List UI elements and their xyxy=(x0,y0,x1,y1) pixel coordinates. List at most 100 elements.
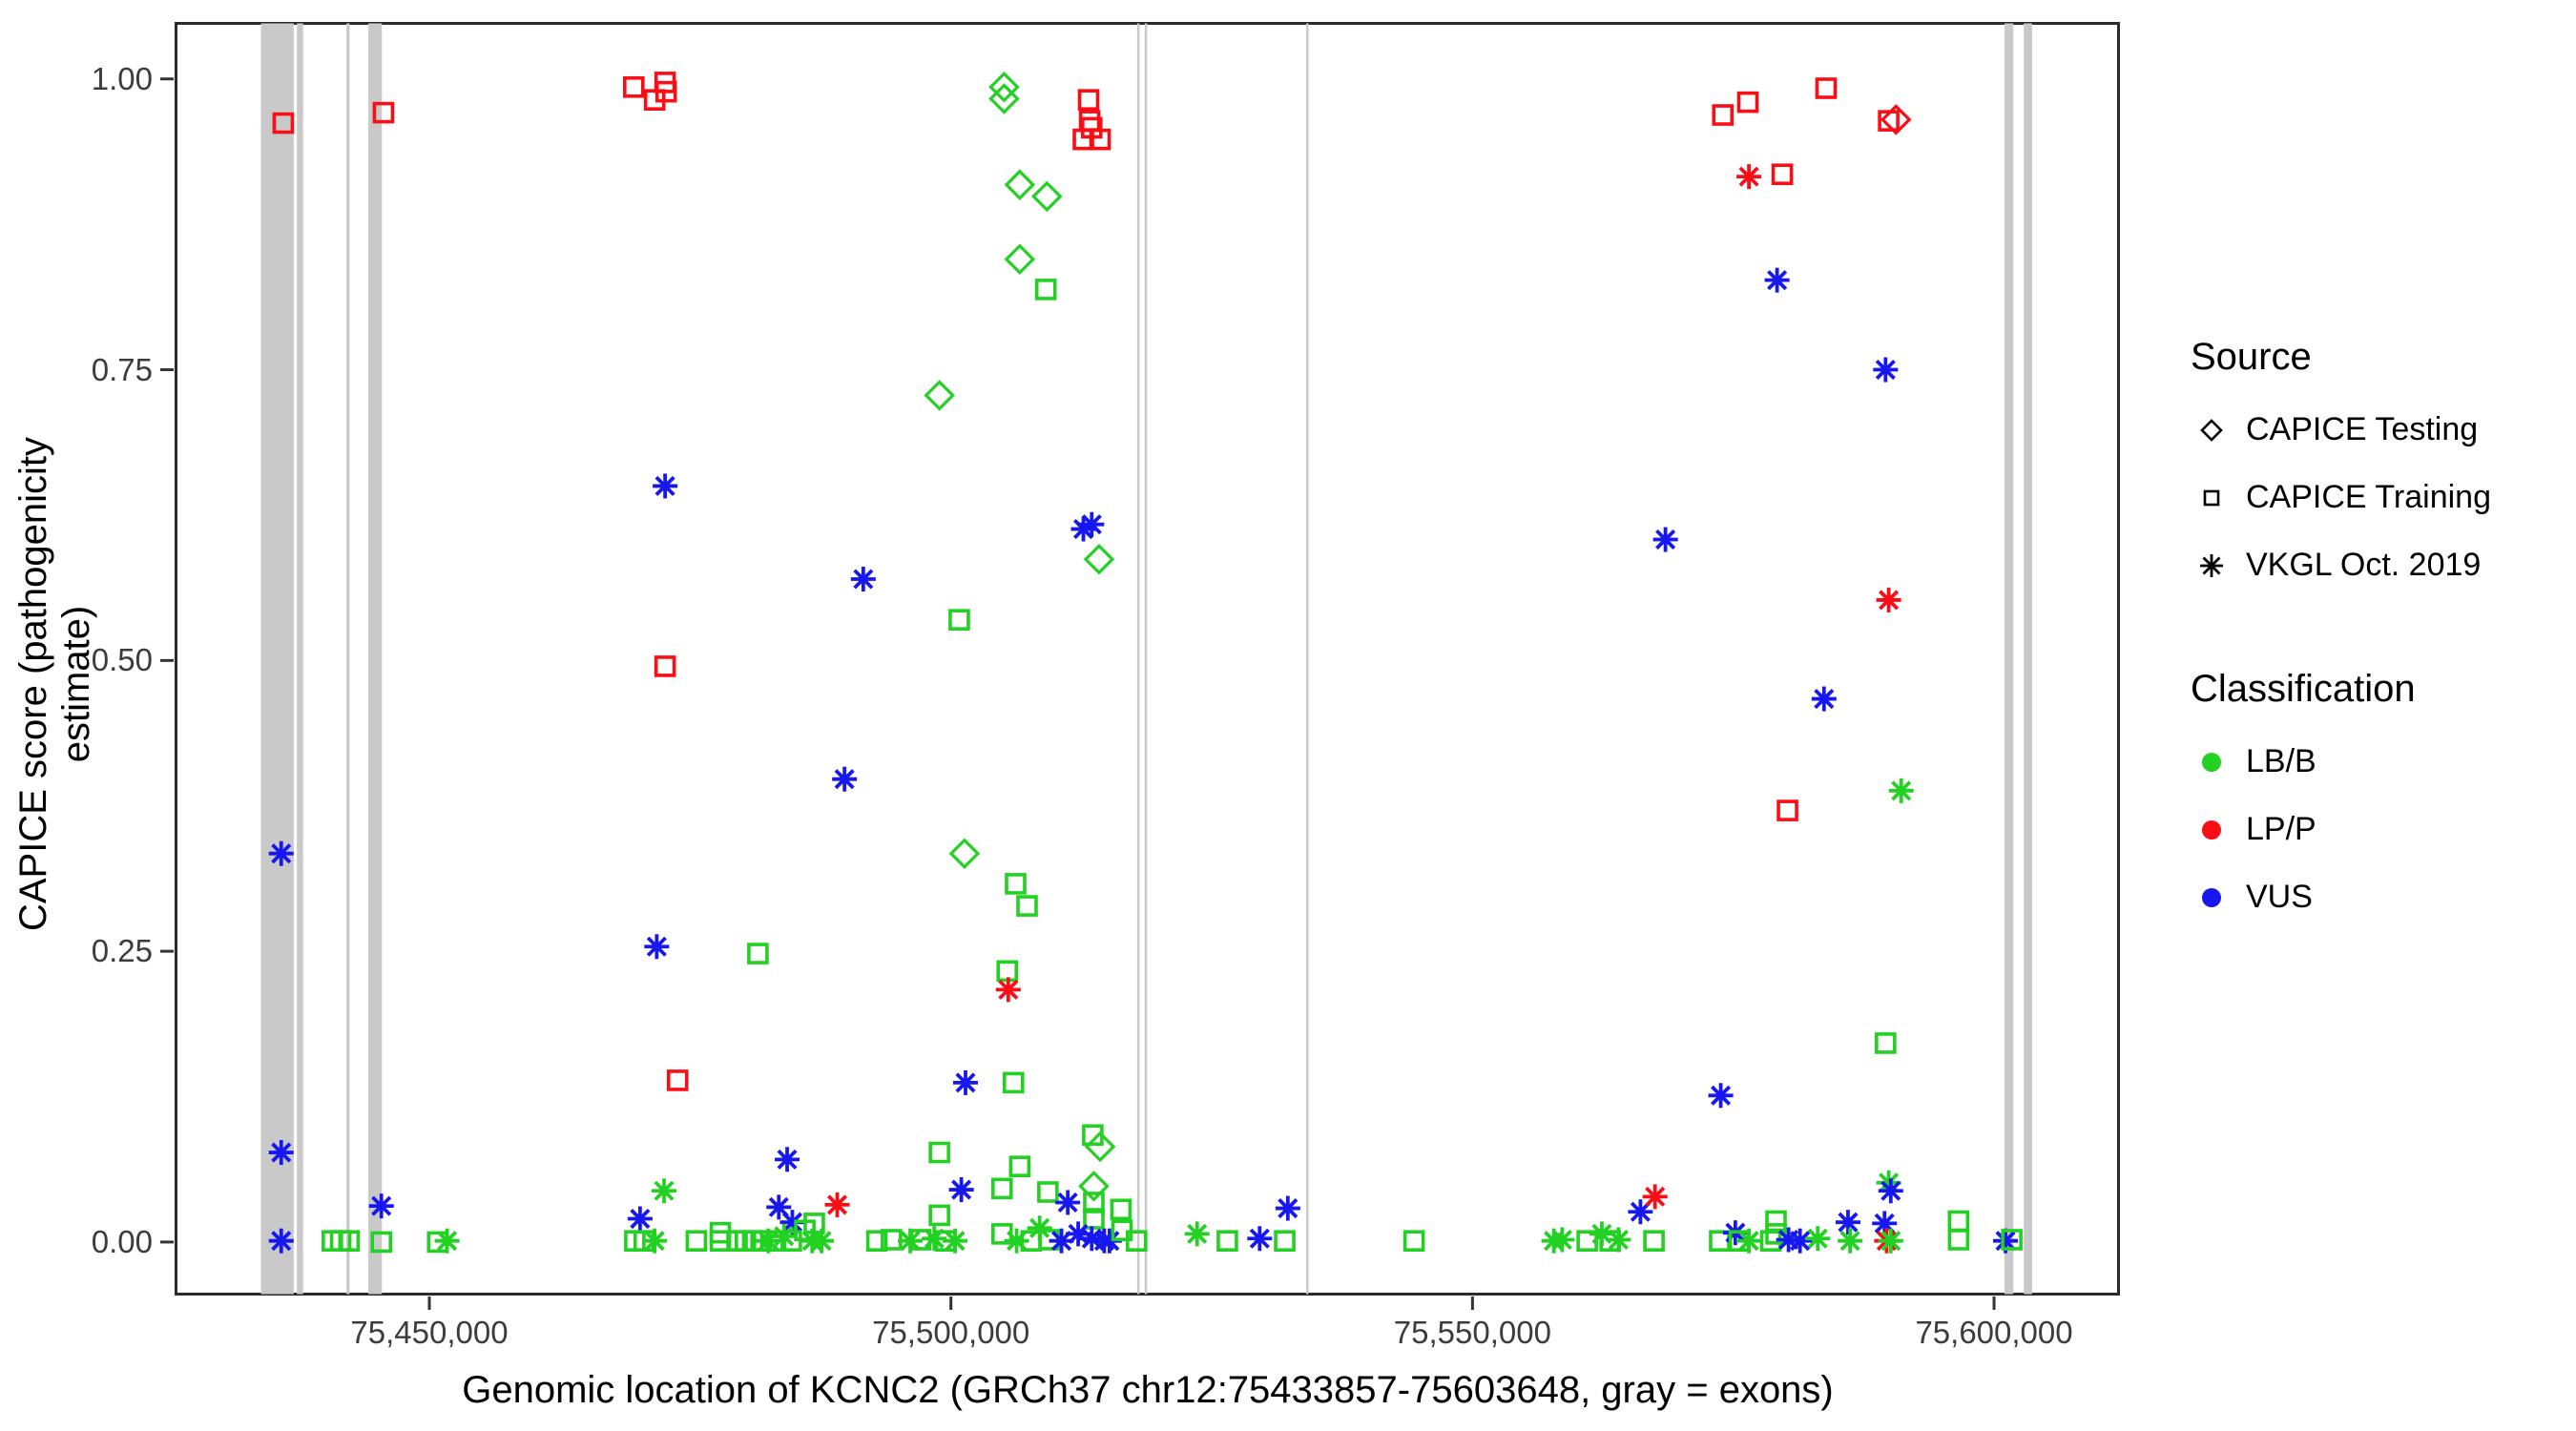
plot-panel xyxy=(175,22,2120,1296)
data-point-vkgl xyxy=(1736,164,1762,190)
legend-item-capice-training: CAPICE Training xyxy=(2191,464,2491,531)
lbb-dot-icon xyxy=(2191,741,2233,783)
legend-classification-title: Classification xyxy=(2191,668,2416,710)
data-point-trn xyxy=(747,943,769,964)
data-point-trn xyxy=(1712,104,1735,126)
data-point-vkgl xyxy=(368,1193,394,1219)
exon-band xyxy=(1144,23,1148,1295)
data-point-vkgl xyxy=(850,566,876,591)
data-point-vkgl xyxy=(952,1069,978,1095)
data-point-vkgl xyxy=(653,473,678,499)
data-point-tst xyxy=(1031,180,1063,213)
data-point-trn xyxy=(1083,1192,1105,1213)
y-tick-label: 0.50 xyxy=(91,642,153,678)
data-point-trn xyxy=(1037,1181,1059,1203)
data-point-vkgl xyxy=(1606,1227,1631,1253)
exon-band xyxy=(2004,23,2014,1295)
legend-item-label: VKGL Oct. 2019 xyxy=(2246,547,2482,583)
data-point-vkgl xyxy=(1184,1221,1210,1247)
x-tick-label: 75,550,000 xyxy=(1393,1315,1551,1350)
x-axis-title: Genomic location of KCNC2 (GRCh37 chr12:… xyxy=(462,1369,1834,1411)
legend-item-label: CAPICE Training xyxy=(2246,479,2491,515)
data-point-trn xyxy=(643,89,666,111)
legend-item-label: LB/B xyxy=(2246,743,2316,779)
x-tick-label: 75,450,000 xyxy=(350,1315,509,1350)
data-point-tst xyxy=(988,83,1020,114)
data-point-vkgl xyxy=(1708,1083,1734,1109)
data-point-vkgl xyxy=(948,1177,974,1203)
data-point-trn xyxy=(2001,1229,2023,1251)
data-point-trn xyxy=(1083,1208,1105,1230)
data-point-trn xyxy=(1034,279,1057,301)
data-point-vkgl xyxy=(943,1228,968,1254)
exon-band xyxy=(368,23,383,1295)
data-point-trn xyxy=(990,1177,1013,1200)
data-point-trn xyxy=(1765,1210,1787,1233)
data-point-vkgl xyxy=(1642,1184,1668,1210)
data-point-vkgl xyxy=(1838,1228,1863,1254)
data-point-vkgl xyxy=(1805,1226,1831,1252)
data-point-vkgl xyxy=(1652,527,1678,552)
legend-source: Source CAPICE Testing CAPICE Training xyxy=(2191,336,2491,599)
data-point-vkgl xyxy=(771,1223,797,1249)
data-point-vkgl xyxy=(1888,778,1914,803)
data-point-trn xyxy=(654,655,676,677)
data-point-trn xyxy=(1005,873,1027,895)
data-point-vkgl xyxy=(775,1147,800,1172)
data-point-vkgl xyxy=(1079,511,1105,537)
data-point-vkgl xyxy=(1275,1195,1300,1221)
exon-band xyxy=(346,23,350,1295)
data-point-tst xyxy=(1880,104,1912,135)
data-point-trn xyxy=(1126,1230,1148,1252)
legend-item-vkgl: VKGL Oct. 2019 xyxy=(2191,531,2491,599)
legend-classification: Classification LB/B LP/P VUS xyxy=(2191,668,2416,931)
data-point-vkgl xyxy=(1835,1210,1860,1235)
data-point-trn xyxy=(1736,91,1759,114)
data-point-trn xyxy=(928,1141,950,1164)
legend-item-label: VUS xyxy=(2246,879,2313,915)
exon-band xyxy=(297,23,303,1295)
data-point-tst xyxy=(1004,169,1036,200)
data-point-trn xyxy=(685,1230,708,1252)
square-icon xyxy=(2191,477,2233,519)
data-point-vkgl xyxy=(995,977,1021,1003)
data-point-trn xyxy=(1875,1032,1897,1054)
data-point-vkgl xyxy=(642,1228,668,1254)
data-point-tst xyxy=(1083,543,1115,575)
x-tick-label: 75,600,000 xyxy=(1915,1315,2073,1350)
data-point-vkgl xyxy=(1764,267,1790,293)
data-point-trn xyxy=(1643,1230,1665,1252)
data-point-trn xyxy=(1016,895,1038,917)
data-point-tst xyxy=(948,838,981,869)
data-point-vkgl xyxy=(1055,1190,1081,1215)
data-point-trn xyxy=(1110,1198,1132,1221)
data-point-vkgl xyxy=(1878,1178,1903,1204)
data-point-vkgl xyxy=(1878,1228,1903,1254)
data-point-vkgl xyxy=(1736,1228,1762,1254)
data-point-trn xyxy=(1089,128,1111,151)
data-point-vkgl xyxy=(268,840,294,866)
data-point-trn xyxy=(928,1204,950,1227)
lpp-dot-icon xyxy=(2191,809,2233,851)
y-tick-label: 0.75 xyxy=(91,351,153,387)
exon-band xyxy=(1136,23,1140,1295)
y-tick-label: 0.25 xyxy=(91,933,153,969)
data-point-vkgl xyxy=(268,1140,294,1166)
data-point-vkgl xyxy=(1811,686,1837,712)
data-point-vkgl xyxy=(1876,587,1901,612)
data-point-vkgl xyxy=(1079,1226,1105,1252)
data-point-vkgl xyxy=(1027,1215,1052,1241)
data-point-vkgl xyxy=(434,1228,460,1254)
data-point-trn xyxy=(1947,1210,1970,1233)
vus-dot-icon xyxy=(2191,877,2233,919)
data-point-vkgl xyxy=(1787,1228,1813,1254)
data-point-vkgl xyxy=(1873,357,1899,383)
diamond-icon xyxy=(2191,409,2233,451)
data-point-trn xyxy=(1771,163,1794,186)
data-point-trn xyxy=(1402,1230,1425,1252)
y-tick-label: 1.00 xyxy=(91,60,153,96)
data-point-vkgl xyxy=(1549,1227,1575,1253)
legend-item-capice-testing: CAPICE Testing xyxy=(2191,396,2491,464)
